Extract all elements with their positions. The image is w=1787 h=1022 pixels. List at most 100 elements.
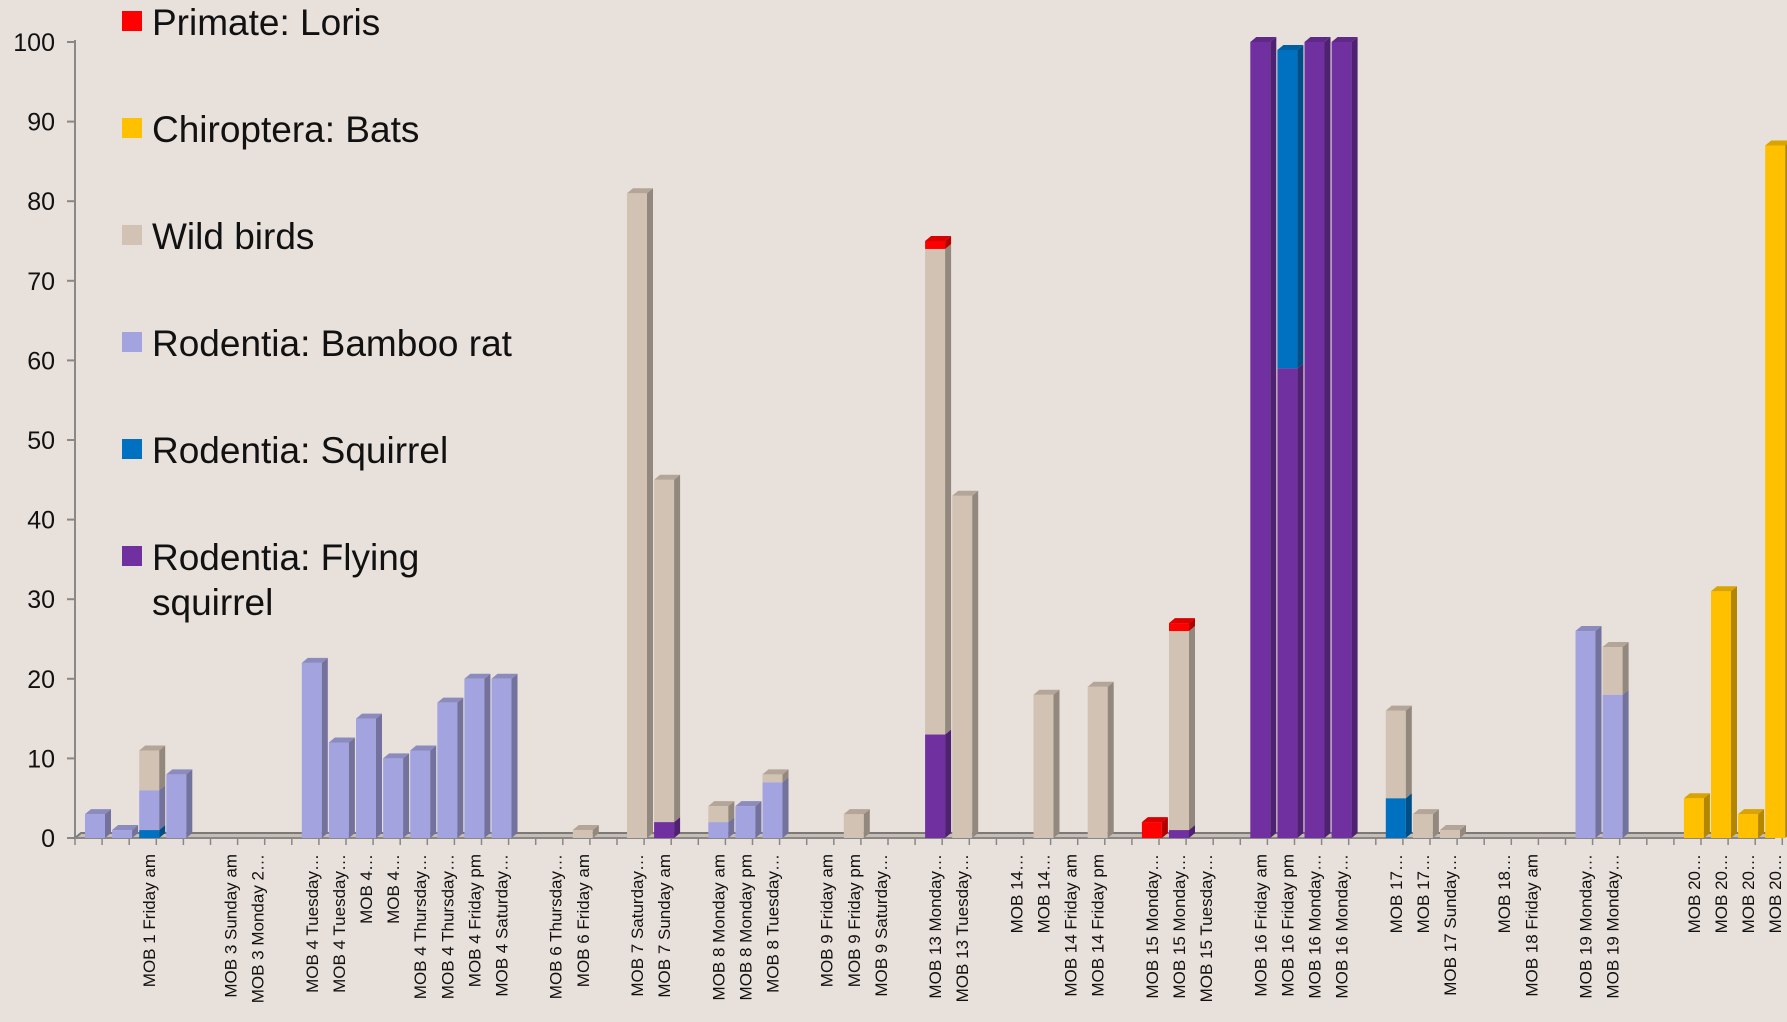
- bar-top-birds: [843, 809, 870, 815]
- bar-stack: [491, 673, 518, 838]
- bar-segment-birds: [925, 248, 946, 735]
- bar-segment-birds: [627, 193, 647, 839]
- bar-top-birds: [139, 745, 166, 751]
- bar-top-bats: [1711, 586, 1737, 592]
- bar-top-birds: [1602, 641, 1629, 647]
- bar-side-birds: [674, 474, 681, 823]
- legend-item-bats: Chiroptera: Bats: [122, 109, 419, 150]
- bar-top-bats: [1738, 809, 1765, 815]
- bar-side-loris: [1161, 817, 1168, 838]
- bar-stack: [843, 809, 870, 838]
- bar-top-flying: [1331, 37, 1358, 42]
- x-tick-label: MOB 8 Monday pm: [736, 854, 755, 1000]
- bar-segment-loris: [1169, 623, 1189, 632]
- x-tick-label: MOB 13 Monday…: [926, 854, 945, 999]
- legend-label: Rodentia: Bamboo rat: [152, 323, 513, 364]
- bar-side-flying: [1189, 825, 1195, 838]
- bar-segment-birds: [843, 814, 864, 838]
- bar-segment-bamboo: [762, 782, 783, 838]
- bar-stack: [1412, 809, 1439, 838]
- bar-side-loris: [1189, 618, 1195, 632]
- bar-stack: [1331, 37, 1358, 838]
- bar-stack: [1575, 626, 1602, 838]
- bar-side-bamboo: [1595, 626, 1602, 838]
- bar-segment-birds: [762, 774, 783, 783]
- x-tick-label: MOB 17 Sunday…: [1441, 854, 1460, 996]
- bar-side-squirrel: [1297, 44, 1304, 369]
- bar-side-bats: [1731, 586, 1737, 838]
- bar-stack: [85, 809, 111, 838]
- bar-top-birds: [952, 490, 979, 496]
- bar-segment-bats: [1738, 814, 1759, 838]
- y-tick-label: 70: [27, 268, 55, 296]
- x-axis-labels: MOB 1 Friday am MOB 3 Sunday am MOB 3 Mond…: [140, 854, 1785, 1003]
- legend-swatch: [122, 332, 142, 352]
- bar-side-birds: [159, 745, 166, 791]
- bar-side-flying: [1270, 37, 1277, 838]
- legend-label: Rodentia: Flying: [152, 537, 419, 578]
- y-tick-label: 80: [27, 188, 55, 216]
- bar-side-bats: [1703, 793, 1710, 838]
- bar-top-birds: [1412, 809, 1439, 815]
- bar-segment-bamboo: [735, 806, 756, 838]
- bar-stack: [1304, 37, 1331, 838]
- bar-side-birds: [1432, 809, 1439, 838]
- bar-stack: [1738, 809, 1765, 838]
- bar-segment-bamboo: [112, 830, 133, 838]
- bar-side-birds: [728, 801, 735, 823]
- legend-item-birds: Wild birds: [122, 216, 314, 257]
- x-tick-label: MOB 1 Friday am: [140, 854, 159, 987]
- bar-segment-bamboo: [356, 718, 376, 838]
- bar-segment-birds: [1385, 710, 1406, 799]
- bar-segment-loris: [1141, 822, 1162, 838]
- bar-side-birds: [782, 769, 789, 783]
- bar-side-bamboo: [186, 769, 193, 838]
- x-tick-label: MOB 8 Tuesday…: [764, 854, 783, 993]
- x-tick-label: MOB 18 Friday am: [1522, 854, 1541, 997]
- bar-top-loris: [925, 236, 952, 241]
- bar-side-flying: [1297, 363, 1304, 838]
- x-tick-label: MOB 6 Thursday…: [547, 854, 566, 999]
- x-tick-label: MOB 4 Tuesday…: [330, 854, 349, 993]
- bar-stack: [1683, 793, 1710, 838]
- x-tick-label: MOB 16 Monday…: [1306, 854, 1325, 999]
- bar-top-bamboo: [437, 697, 464, 703]
- bars-layer: [85, 37, 1787, 839]
- x-tick-label: MOB 7 Sunday am: [655, 854, 674, 998]
- bar-stack: [1277, 44, 1304, 838]
- bar-top-squirrel: [1277, 44, 1304, 50]
- bar-segment-birds: [572, 830, 593, 838]
- x-tick-label: MOB 19 Monday…: [1577, 854, 1596, 999]
- bar-segment-flying: [1277, 368, 1298, 838]
- bar-side-birds: [647, 188, 653, 839]
- bar-top-birds: [1087, 681, 1114, 687]
- bar-stack: [383, 753, 410, 838]
- x-tick-label: MOB 15 Tuesday…: [1197, 854, 1216, 1002]
- bar-top-birds: [762, 769, 789, 775]
- legend-label: Rodentia: Squirrel: [152, 430, 448, 471]
- bar-stack: [925, 236, 952, 838]
- bar-stack: [1087, 681, 1114, 838]
- bar-segment-birds: [1087, 686, 1108, 838]
- bar-top-bamboo: [166, 769, 193, 775]
- bar-side-flying: [1351, 37, 1358, 838]
- x-tick-label: MOB 16 Friday am: [1251, 854, 1270, 997]
- bar-segment-birds: [1602, 646, 1623, 695]
- x-tick-label: MOB 6 Friday am: [574, 854, 593, 987]
- bar-side-birds: [592, 825, 599, 838]
- bar-stack: [1169, 618, 1195, 838]
- bar-side-birds: [972, 490, 979, 838]
- bar-top-bamboo: [112, 825, 139, 831]
- x-tick-label: MOB 20…: [1739, 854, 1758, 933]
- bar-segment-flying: [1331, 42, 1352, 838]
- legend-swatch: [122, 11, 142, 31]
- y-tick-label: 10: [27, 745, 55, 773]
- bar-side-bamboo: [321, 657, 328, 838]
- bar-segment-bamboo: [464, 678, 485, 838]
- y-tick-label: 30: [27, 586, 55, 614]
- bar-top-birds: [1440, 825, 1466, 831]
- x-tick-label: MOB 4…: [357, 854, 376, 924]
- bar-top-birds: [572, 825, 599, 831]
- legend-swatch: [122, 546, 142, 566]
- bar-side-birds: [1460, 825, 1466, 838]
